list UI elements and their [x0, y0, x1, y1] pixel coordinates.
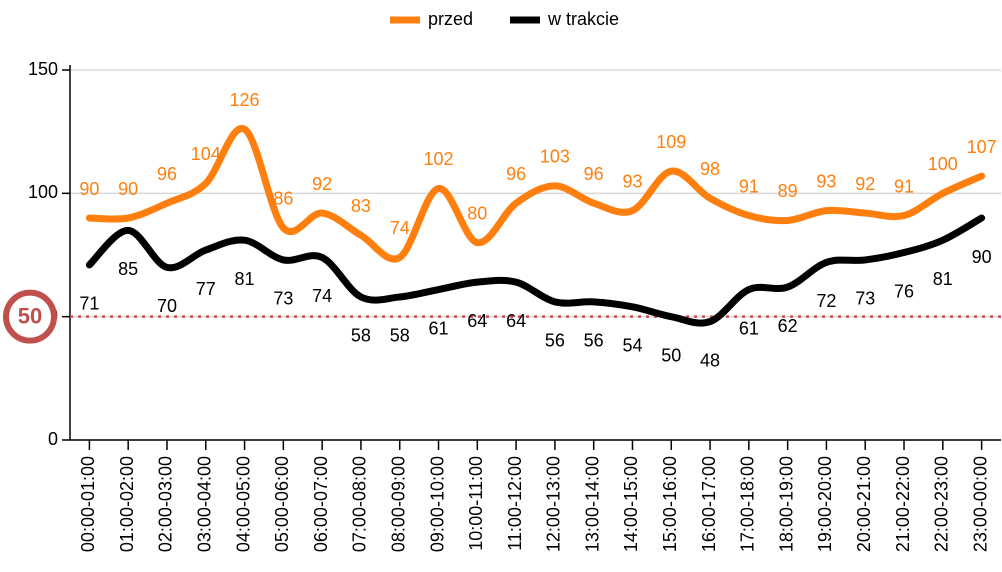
data-label: 50: [661, 345, 681, 365]
x-tick-label: 04:00-05:00: [233, 456, 253, 552]
data-label: 73: [273, 289, 293, 309]
x-tick-label: 20:00-21:00: [854, 456, 874, 552]
x-tick-label: 07:00-08:00: [350, 456, 370, 552]
data-label: 98: [700, 159, 720, 179]
x-tick-label: 18:00-19:00: [776, 456, 796, 552]
data-label: 104: [191, 144, 221, 164]
x-tick-label: 03:00-04:00: [195, 456, 215, 552]
data-label: 96: [506, 164, 526, 184]
x-tick-label: 02:00-03:00: [156, 456, 176, 552]
data-label: 91: [739, 176, 759, 196]
x-tick-label: 15:00-16:00: [660, 456, 680, 552]
reference-label: 50: [18, 303, 42, 328]
x-tick-label: 08:00-09:00: [388, 456, 408, 552]
data-label: 70: [157, 296, 177, 316]
x-tick-label: 05:00-06:00: [272, 456, 292, 552]
y-tick-label: 150: [28, 59, 58, 79]
legend-label: przed: [428, 9, 473, 29]
data-label: 91: [894, 176, 914, 196]
data-label: 80: [467, 203, 487, 223]
data-label: 92: [312, 174, 332, 194]
data-label: 74: [312, 286, 332, 306]
data-label: 90: [118, 179, 138, 199]
data-label: 64: [506, 311, 526, 331]
data-label: 85: [118, 259, 138, 279]
x-tick-label: 13:00-14:00: [582, 456, 602, 552]
data-label: 93: [816, 171, 836, 191]
data-label: 92: [855, 174, 875, 194]
data-label: 107: [967, 137, 997, 157]
data-label: 83: [351, 196, 371, 216]
data-label: 90: [972, 247, 992, 267]
data-label: 103: [540, 147, 570, 167]
data-label: 72: [816, 291, 836, 311]
legend-label: w trakcie: [547, 9, 619, 29]
line: [85, 125, 986, 263]
data-label: 61: [429, 318, 449, 338]
y-tick-label: 0: [48, 429, 58, 449]
data-label: 58: [390, 326, 410, 346]
data-label: 73: [855, 289, 875, 309]
data-label: 54: [622, 336, 642, 356]
data-label: 76: [894, 281, 914, 301]
x-tick-label: 14:00-15:00: [621, 456, 641, 552]
x-tick-label: 00:00-01:00: [78, 456, 98, 552]
x-tick-label: 09:00-10:00: [427, 456, 447, 552]
data-label: 71: [79, 294, 99, 314]
data-label: 77: [196, 279, 216, 299]
x-tick-label: 01:00-02:00: [117, 456, 137, 552]
data-label: 56: [584, 331, 604, 351]
data-label: 126: [230, 90, 260, 110]
line: [85, 214, 986, 327]
data-label: 56: [545, 331, 565, 351]
data-label: 48: [700, 350, 720, 370]
x-tick-label: 22:00-23:00: [932, 456, 952, 552]
data-label: 96: [584, 164, 604, 184]
data-label: 96: [157, 164, 177, 184]
data-label: 58: [351, 326, 371, 346]
data-label: 100: [928, 154, 958, 174]
data-label: 81: [235, 269, 255, 289]
data-label: 61: [739, 318, 759, 338]
data-label: 64: [467, 311, 487, 331]
x-tick-label: 10:00-11:00: [466, 456, 486, 551]
x-tick-label: 23:00-00:00: [970, 456, 990, 552]
data-label: 89: [778, 181, 798, 201]
data-label: 86: [273, 189, 293, 209]
data-label: 102: [423, 149, 453, 169]
data-label: 90: [79, 179, 99, 199]
data-label: 81: [933, 269, 953, 289]
data-label: 62: [778, 316, 798, 336]
x-tick-label: 06:00-07:00: [311, 456, 331, 552]
data-label: 74: [390, 218, 410, 238]
x-tick-label: 17:00-18:00: [738, 456, 758, 552]
x-tick-label: 21:00-22:00: [893, 456, 913, 552]
data-label: 109: [656, 132, 686, 152]
reference-badge: [3, 289, 57, 344]
y-tick-label: 100: [28, 182, 58, 202]
x-tick-label: 16:00-17:00: [699, 456, 719, 552]
x-tick-label: 12:00-13:00: [544, 456, 564, 552]
x-tick-label: 19:00-20:00: [815, 456, 835, 552]
x-tick-label: 11:00-12:00: [505, 456, 525, 551]
data-label: 93: [622, 171, 642, 191]
